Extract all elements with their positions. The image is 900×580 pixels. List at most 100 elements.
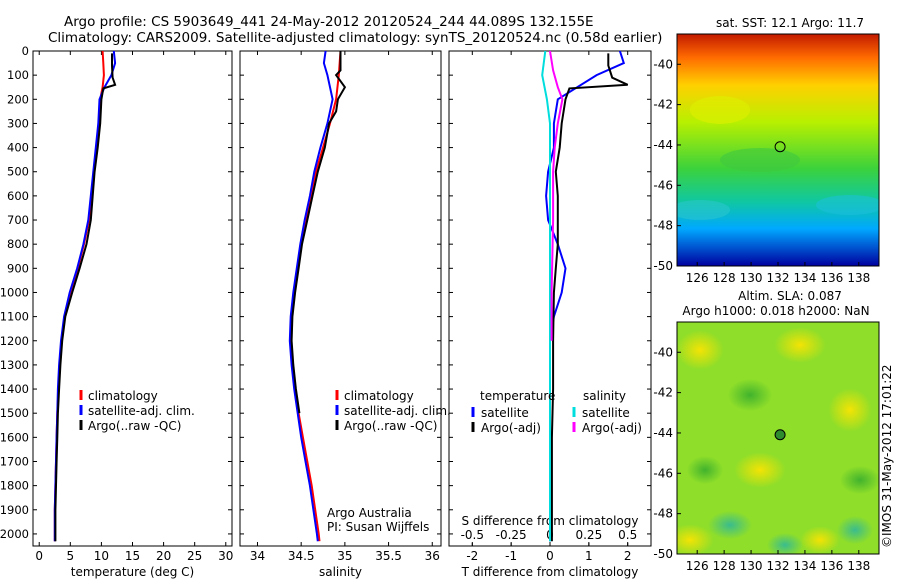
y-tick-label: 900 [7,261,29,275]
legend-label: Argo(..raw -QC) [344,419,437,433]
y-tick-label: 1800 [0,479,29,493]
y-tick-label: 1600 [0,430,29,444]
y-tick-label: 1100 [0,310,29,324]
sla-map-high-blob [734,452,786,488]
x-tick-label: 0 [35,549,43,563]
sst-map-cyan-patch [816,195,879,215]
sla-map-high-blob [774,327,826,363]
map-x-tick-label: 136 [820,559,843,573]
x-tick-label: 5 [66,549,74,563]
map-y-tick-label: -50 [653,547,673,561]
y-tick-label: 1500 [0,406,29,420]
sla-map-high-blob [800,526,840,554]
legend-label: climatology [344,389,414,403]
y-tick-label: 100 [7,68,29,82]
difference-panel: -2 -1 0 1 2 T difference from climatology -0.5… [448,50,652,579]
y-tick-label: 600 [7,189,29,203]
sla-map-low-blob [687,456,723,484]
annotation-text: Argo Australia [327,506,412,520]
sst-map-title: sat. SST: 12.1 Argo: 11.7 [716,16,864,30]
sst-map-cool-patch [720,148,800,172]
series-line [290,51,347,414]
sla-map-high-blob [828,388,872,432]
map-x-tick-label: 126 [686,559,709,573]
x-tick-label: 0 [546,549,554,563]
x-axis-label: temperature (deg C) [71,565,194,579]
sla-map-axes: 126 128 130 132 134 136 138 -40 -42 -44 -46 -48 -50 [653,345,870,573]
figure-title-line1: Argo profile: CS 5903649_441 24-May-2012… [64,14,594,30]
map-y-tick-label: -40 [653,57,673,71]
x-tick-label: 1 [585,549,593,563]
sst-map-argo-marker [774,141,786,153]
x-tick-label: 30 [218,549,233,563]
legend-label: Argo(-adj) [582,421,642,435]
sst-map-warm-patch [690,96,750,124]
y-tick-label: 2000 [0,527,29,541]
y-tick-label: 1300 [0,358,29,372]
sla-map-subtitle: Argo h1000: 0.018 h2000: NaN [682,304,869,318]
x-tick-label: 35.5 [375,549,402,563]
map-x-tick-label: 138 [847,559,870,573]
map-x-tick-label: 134 [793,559,816,573]
y-tick-label: 1400 [0,382,29,396]
sla-map-title: Altim. SLA: 0.087 [738,289,842,303]
x-tick-label: 35 [337,549,352,563]
sst-map: sat. SST: 12.1 Argo: 11.7 126 128 130 132 13… [653,16,880,285]
legend-label: climatology [88,389,158,403]
map-x-tick-label: 128 [713,271,736,285]
y-tick-label: 700 [7,213,29,227]
map-y-tick-label: -50 [653,259,673,273]
temperature-panel: 0100200300400500600700800900100011001200… [0,44,233,579]
map-y-tick-label: -42 [653,98,673,112]
map-x-tick-label: 126 [686,271,709,285]
x-tick-label: 34.5 [288,549,315,563]
series-line [550,53,629,542]
annotation-text: PI: Susan Wijffels [327,520,429,534]
x-tick-label: 15 [125,549,140,563]
x-tick-label: -1 [505,549,517,563]
plot-frame [239,50,442,547]
sla-map-high-blob [677,524,714,554]
sla-map-high-blob [677,330,724,370]
legend-label: satellite-adj. clim. [344,404,451,418]
x-axis-label: salinity [319,565,362,579]
map-x-tick-label: 136 [820,271,843,285]
map-x-tick-label: 138 [847,271,870,285]
series-line [549,50,564,341]
map-x-tick-label: 132 [767,559,790,573]
x-tick-label: 20 [156,549,171,563]
sla-map-low-blob [837,516,873,544]
legend-label: Argo(..raw -QC) [88,419,181,433]
y-tick-label: 0 [22,44,29,58]
x-top-tick-label: 0.5 [618,528,637,542]
x-top-tick-label: 0.25 [575,528,602,542]
figure-title-line2: Climatology: CARS2009. Satellite-adjuste… [48,30,662,46]
series-line [54,53,117,542]
x-tick-label: -2 [466,549,478,563]
copyright-stamp: ©IMOS 31-May-2012 17:01:22 [880,364,894,548]
x-tick-label: 34 [250,549,265,563]
map-y-tick-label: -46 [653,178,673,192]
sst-map-cyan-patch [677,200,730,220]
y-tick-label: 800 [7,237,29,251]
y-tick-label: 1200 [0,334,29,348]
salinity-panel: 34 34.5 35 35.5 36 salinity climatologysatelli… [239,50,451,579]
sla-map-low-blob [767,533,803,554]
map-x-tick-label: 130 [740,559,763,573]
map-y-tick-label: -44 [653,138,673,152]
plot-frame [32,50,233,547]
y-tick-label: 400 [7,141,29,155]
y-tick-label: 300 [7,116,29,130]
map-x-tick-label: 130 [740,271,763,285]
y-tick-label: 200 [7,92,29,106]
y-tick-label: 1700 [0,454,29,468]
x-tick-label: 25 [187,549,202,563]
map-y-tick-label: -44 [653,426,673,440]
legend-label: satellite-adj. clim. [88,404,195,418]
sla-map-argo-marker [774,429,786,441]
map-y-tick-label: -46 [653,466,673,480]
series-line [541,50,551,542]
map-x-tick-label: 128 [713,559,736,573]
legend-title: salinity [583,389,626,403]
